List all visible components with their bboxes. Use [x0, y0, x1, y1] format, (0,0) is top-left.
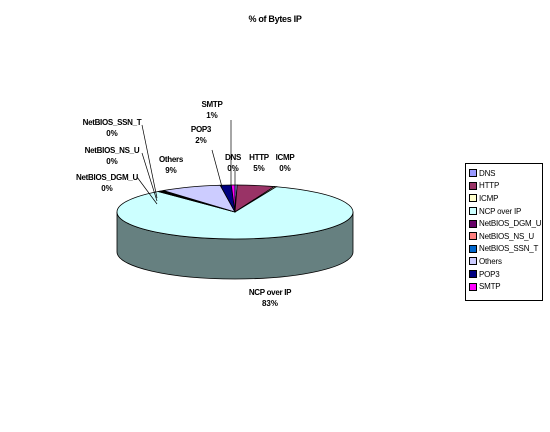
leader-line-netbios-dgm-u — [136, 176, 158, 205]
legend-label: HTTP — [479, 181, 500, 191]
pie-slice-ncp-over-ip — [116, 186, 354, 240]
legend-label: SMTP — [479, 282, 501, 292]
chart-title: % of Bytes IP — [248, 14, 302, 24]
data-label-name-ncp-over-ip: NCP over IP — [249, 288, 292, 297]
legend-item-icmp: ICMP — [469, 192, 542, 205]
data-label-value-netbios-dgm-u: 0% — [101, 184, 113, 193]
data-label-name-http: HTTP — [249, 153, 270, 162]
legend-label: NetBIOS_DGM_U — [479, 219, 542, 229]
legend-item-dns: DNS — [469, 167, 542, 180]
legend-label: Others — [479, 256, 502, 266]
legend-item-netbios-ssn-t: NetBIOS_SSN_T — [469, 243, 542, 256]
data-label-name-pop3: POP3 — [191, 125, 212, 134]
legend-swatch — [469, 169, 477, 178]
legend-swatch — [469, 207, 477, 216]
chart-legend: DNS HTTP ICMP NCP over IP NetBIOS_DGM_U NetBI… — [465, 163, 543, 301]
legend-swatch — [469, 282, 477, 291]
legend-swatch — [469, 232, 477, 241]
legend-item-http: HTTP — [469, 180, 542, 193]
data-label-value-smtp: 1% — [206, 111, 218, 120]
data-label-name-smtp: SMTP — [201, 100, 223, 109]
legend-label: NetBIOS_SSN_T — [479, 244, 539, 254]
data-label-value-http: 5% — [253, 164, 265, 173]
data-label-value-icmp: 0% — [279, 164, 291, 173]
data-label-value-netbios-ns-u: 0% — [106, 157, 118, 166]
data-label-value-netbios-ssn-t: 0% — [106, 129, 118, 138]
data-label-name-netbios-ssn-t: NetBIOS_SSN_T — [83, 118, 142, 127]
data-label-name-others: Others — [159, 155, 184, 164]
data-label-value-others: 9% — [165, 166, 177, 175]
legend-label: ICMP — [479, 193, 499, 203]
legend-swatch — [469, 194, 477, 203]
legend-item-smtp: SMTP — [469, 280, 542, 293]
leader-line-netbios-ssn-t — [141, 124, 158, 199]
legend-label: POP3 — [479, 269, 500, 279]
legend-swatch — [469, 219, 477, 228]
legend-swatch — [469, 244, 477, 253]
data-label-value-dns: 0% — [227, 164, 239, 173]
legend-swatch — [469, 257, 477, 266]
leader-line-netbios-ns-u — [141, 152, 158, 202]
data-label-name-netbios-ns-u: NetBIOS_NS_U — [85, 146, 140, 155]
data-label-name-dns: DNS — [225, 153, 242, 162]
legend-item-pop3: POP3 — [469, 268, 542, 281]
legend-item-netbios-ns-u: NetBIOS_NS_U — [469, 230, 542, 243]
legend-label: NetBIOS_NS_U — [479, 231, 534, 241]
legend-swatch — [469, 181, 477, 190]
data-label-name-icmp: ICMP — [276, 153, 296, 162]
legend-item-netbios-dgm-u: NetBIOS_DGM_U — [469, 217, 542, 230]
data-label-value-pop3: 2% — [195, 136, 207, 145]
data-label-name-netbios-dgm-u: NetBIOS_DGM_U — [76, 173, 138, 182]
pie-top — [116, 184, 354, 240]
legend-swatch — [469, 270, 477, 279]
legend-item-others: Others — [469, 255, 542, 268]
legend-label: DNS — [479, 168, 496, 178]
legend-label: NCP over IP — [479, 206, 522, 216]
data-label-value-ncp-over-ip: 83% — [262, 299, 278, 308]
legend-item-ncp-over-ip: NCP over IP — [469, 205, 542, 218]
pie-data-labels: DNS 0% HTTP 5% ICMP 0% NCP over IP 83% NetBIOS_D… — [76, 100, 296, 308]
leader-line-pop3 — [211, 149, 223, 188]
